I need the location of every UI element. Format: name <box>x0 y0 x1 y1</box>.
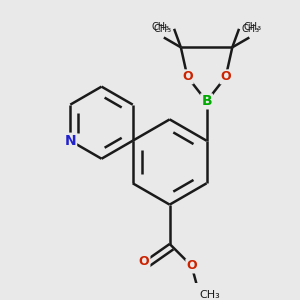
Text: CH₃: CH₃ <box>242 24 260 34</box>
Text: O: O <box>220 70 231 83</box>
Text: CH₃: CH₃ <box>153 24 171 34</box>
Text: O: O <box>139 255 149 268</box>
Text: N: N <box>64 134 76 148</box>
Text: O: O <box>182 70 193 83</box>
Text: CH₃: CH₃ <box>199 290 220 300</box>
Text: CH₃: CH₃ <box>151 22 169 32</box>
Text: B: B <box>201 94 212 108</box>
Text: CH₃: CH₃ <box>244 22 262 32</box>
Text: O: O <box>186 260 197 272</box>
